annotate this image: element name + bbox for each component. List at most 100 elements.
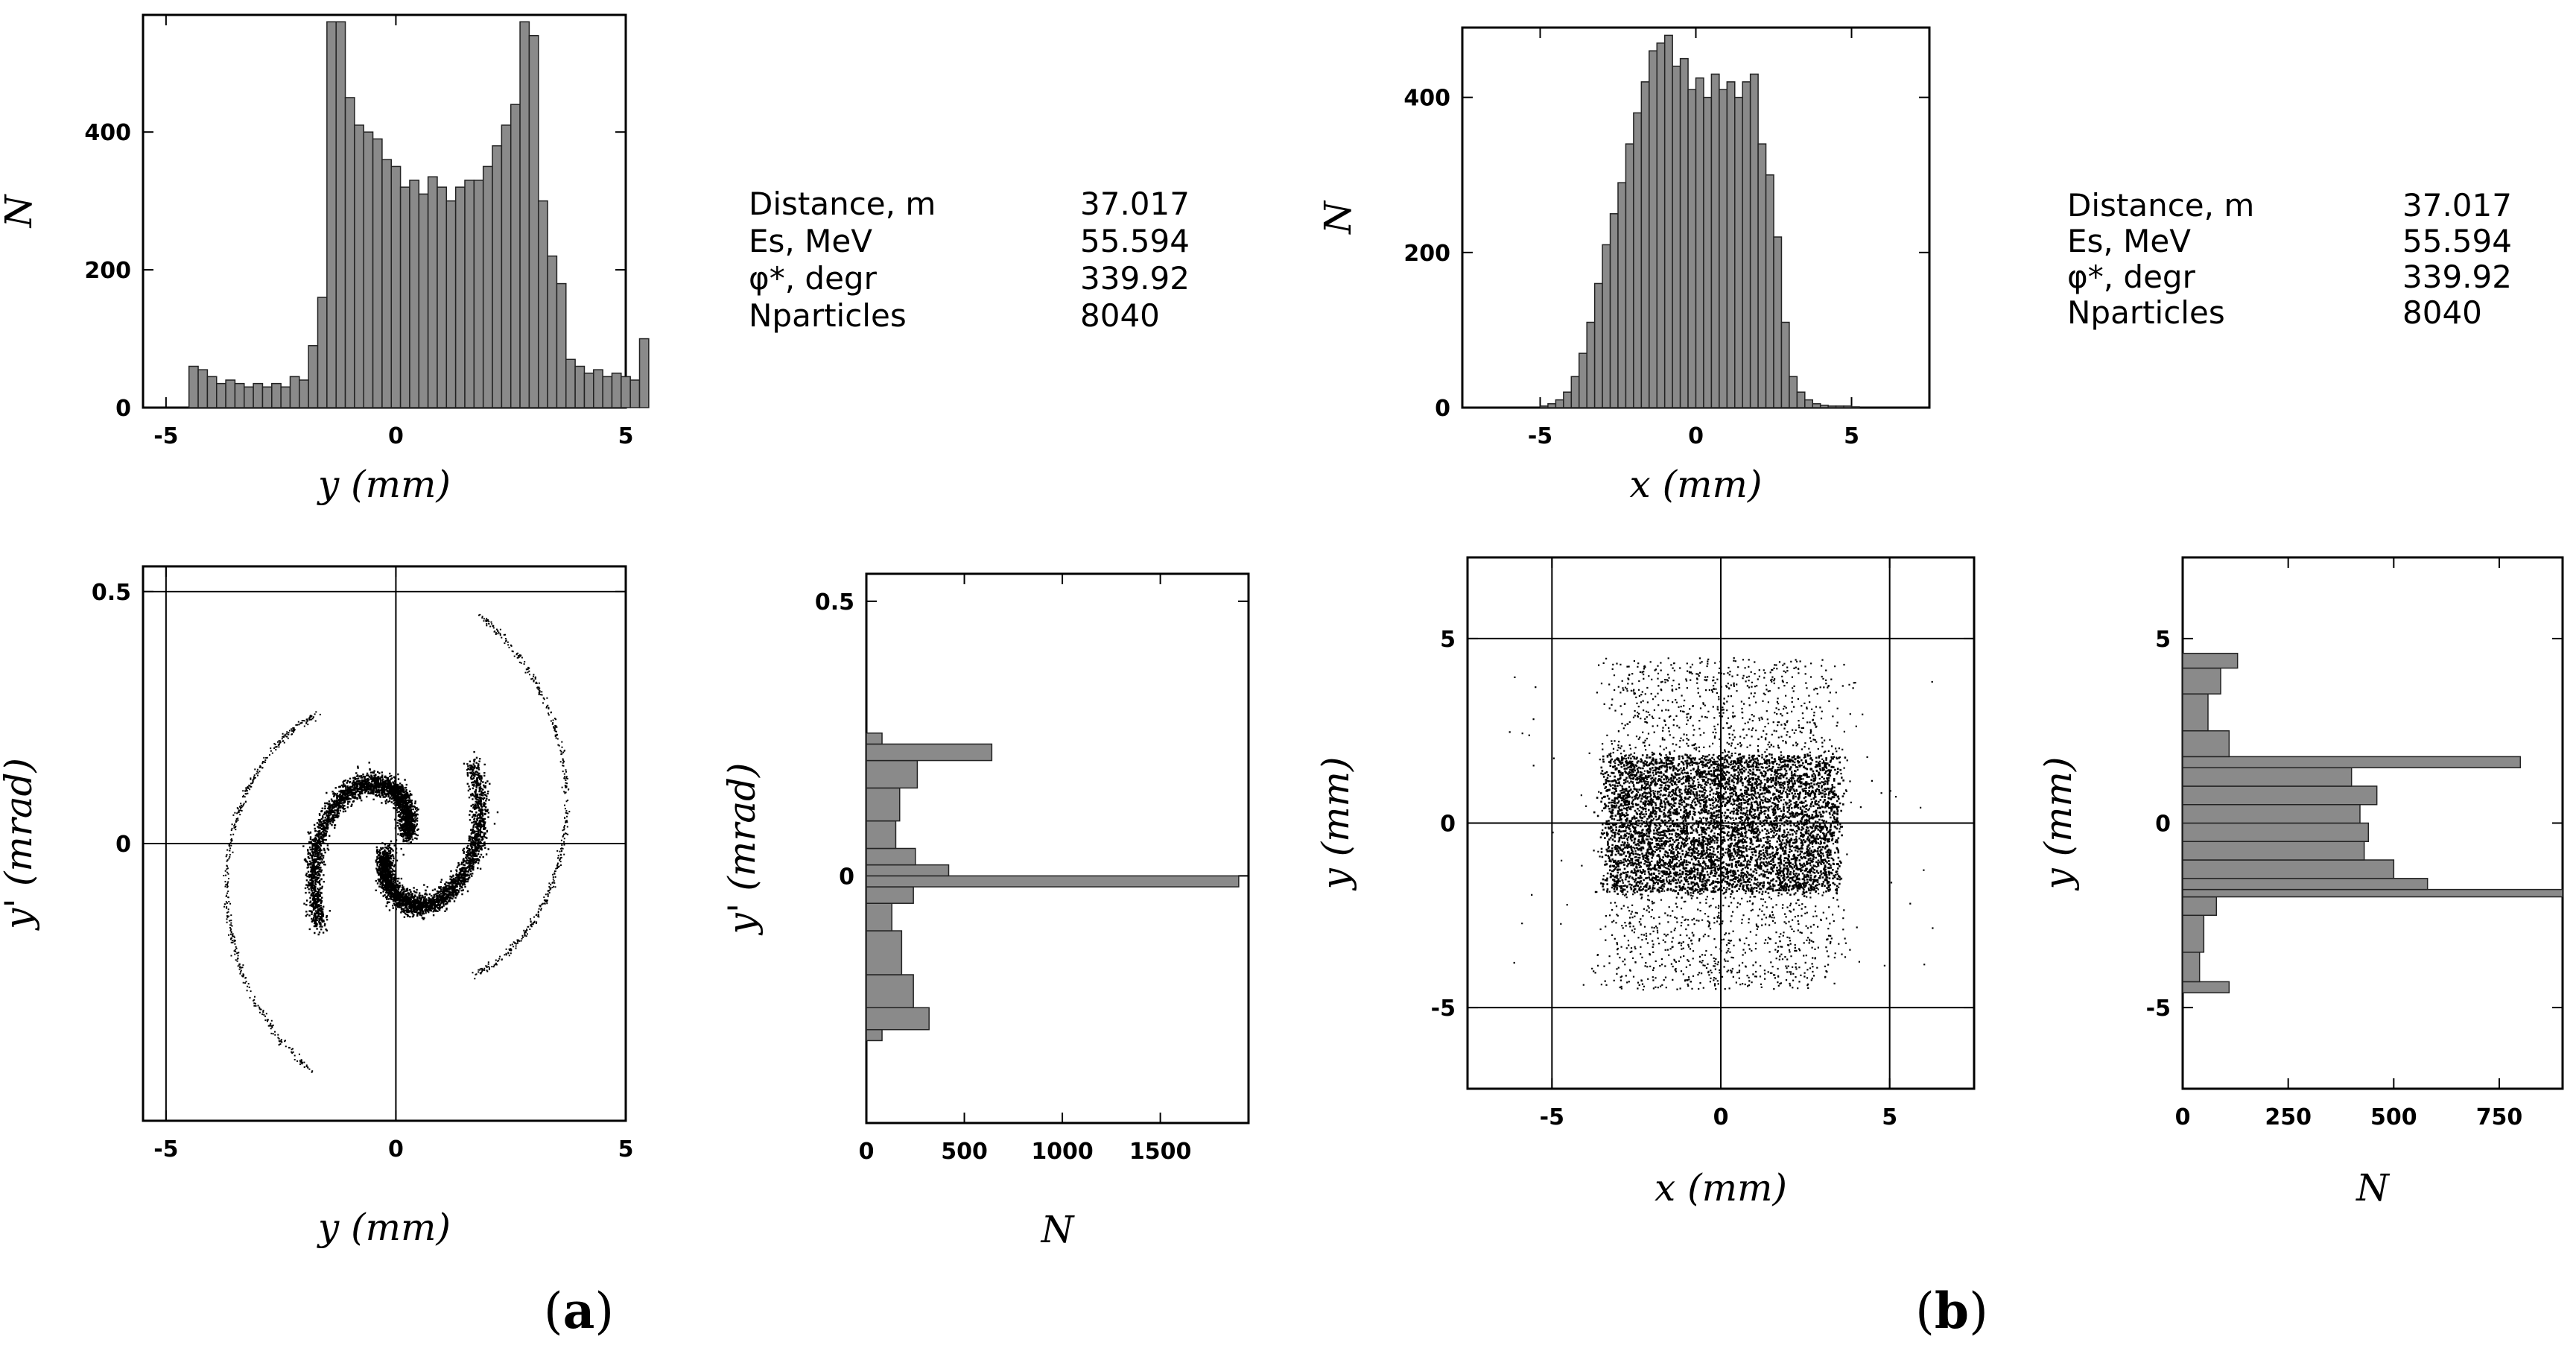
a_hist_y-bar-30 (464, 180, 475, 408)
b_scatter_xy-points (1509, 657, 1934, 991)
b_hist_x-bar-22 (1710, 73, 1720, 408)
a_hist_y-bar-36 (519, 21, 530, 408)
b_hist_x-bar-40 (1850, 406, 1860, 408)
a_hist_yprime-bar-9 (866, 820, 897, 850)
a_hist_y-ytick-label-2: 400 (84, 120, 131, 146)
b_scatter_xy-scatter-path (1509, 657, 1934, 991)
b_hist_x-xtick-label-1: 0 (1688, 423, 1704, 449)
a_hist_y-bar-6 (244, 386, 254, 408)
b_hist_x-bar-38 (1835, 405, 1844, 408)
a_hist_y-bar-0 (188, 365, 199, 408)
a_hist_y-bar-46 (611, 373, 622, 408)
a_hist_y-bar-11 (289, 376, 300, 408)
a_hist_y-bar-12 (299, 379, 309, 408)
b_scatter_xy-ylabel: y (mm) (1314, 757, 1357, 891)
b_hist_x-bar-9 (1609, 213, 1619, 408)
a_phase_y-xtick-label-2: 5 (618, 1136, 634, 1163)
b_hist_y-ytick-label-2: 5 (2155, 627, 2171, 653)
info-a-key-3: Nparticles (749, 297, 907, 334)
a_hist_y-bar-48 (629, 379, 641, 408)
info-a-value-2: 339.92 (1080, 260, 1190, 297)
b_hist_x-ytick-label-0: 0 (1435, 396, 1450, 422)
b_hist_x-bar-34 (1804, 399, 1814, 408)
b_hist_y-xtick-label-2: 500 (2370, 1104, 2417, 1130)
b_scatter_xy-ytick-label-0: -5 (1431, 996, 1456, 1022)
a_hist_y-bar-42 (574, 365, 586, 408)
a_hist_yprime-bar-4 (866, 902, 892, 931)
a_phase_y-xlabel: y (mm) (317, 1206, 451, 1249)
b_hist_x-xtick-label-2: 5 (1844, 423, 1859, 449)
b_scatter_xy-xtick-label-1: 0 (1713, 1104, 1729, 1130)
a_hist_yprime-xlabel: N (1041, 1208, 1076, 1251)
panel-label-a: (a) (544, 1282, 614, 1340)
a_hist_yprime-xtick-label-2: 1000 (1031, 1139, 1094, 1165)
a_hist_yprime-ylabel: y' (mrad) (720, 762, 764, 935)
a_hist_y-bar-32 (482, 165, 493, 408)
b_hist_y-xtick-label-0: 0 (2175, 1104, 2191, 1130)
info-b-key-3: Nparticles (2067, 294, 2225, 331)
b_hist_x-bar-28 (1757, 143, 1767, 408)
panel-label-b: (b) (1915, 1282, 1988, 1340)
a_hist_y-bar-7 (253, 382, 264, 408)
a_hist_y-bar-35 (510, 104, 521, 408)
a_hist_y-bar-39 (547, 255, 558, 408)
info-block-a: Distance, m 37.017 Es, MeV 55.594 φ*, de… (749, 186, 1190, 334)
b_hist_x-bar-5 (1579, 352, 1587, 408)
b_hist_x-bar-7 (1593, 282, 1603, 408)
a_hist_y-bar-13 (308, 345, 319, 408)
info-b-value-3: 8040 (2402, 294, 2482, 331)
b_hist_x-bar-30 (1773, 236, 1783, 408)
b_hist_x-bar-18 (1679, 57, 1689, 408)
a_hist_y-xtick-label-2: 5 (618, 423, 634, 449)
a_hist_y-bar-1 (197, 369, 209, 408)
b_hist_x-bar-27 (1749, 73, 1759, 408)
b_hist_x-bar-33 (1796, 391, 1806, 408)
a_hist_yprime-bar-1 (866, 1007, 930, 1031)
info-b-value-0: 37.017 (2402, 187, 2512, 224)
a_hist_y-bar-9 (271, 382, 282, 408)
a_hist_y-bar-17 (344, 97, 355, 408)
b_hist_x-bar-35 (1812, 403, 1821, 408)
a_hist_y-bar-26 (427, 176, 438, 408)
a_hist_y-xlabel: y (mm) (317, 463, 451, 506)
a_hist_y-bar-47 (621, 376, 631, 408)
a_hist_y-xtick-label-1: 0 (388, 423, 404, 449)
info-b-key-0: Distance, m (2067, 187, 2254, 224)
b_hist_x-bar-3 (1563, 391, 1573, 408)
a_hist_y-bar-43 (583, 373, 594, 408)
b_hist_x-bar-6 (1586, 321, 1596, 408)
b_hist_y-bar-7 (2182, 841, 2365, 861)
a_hist_y-bar-5 (234, 382, 245, 408)
b_hist_x-bar-26 (1742, 81, 1751, 408)
b_hist_y-bar-10 (2182, 785, 2378, 806)
a_hist_y-bar-37 (528, 34, 539, 408)
b_hist_y-bar-1 (2182, 952, 2201, 983)
b_hist_y-bar-4 (2182, 888, 2563, 898)
info-b-key-2: φ*, degr (2067, 259, 2196, 295)
b_hist_x-bar-36 (1819, 405, 1829, 408)
a_hist_yprime-bar-0 (866, 1028, 883, 1042)
a_hist_y-bar-24 (409, 180, 420, 408)
info-a-key-0: Distance, m (749, 186, 936, 222)
a_phase_y-xtick-label-0: -5 (153, 1136, 178, 1163)
b_hist_x-bar-1 (1547, 403, 1557, 408)
info-b-key-1: Es, MeV (2067, 223, 2191, 259)
a_hist_yprime-bar-10 (866, 787, 901, 822)
a_hist_y-bar-33 (492, 145, 503, 408)
a_hist_y-bar-31 (473, 180, 484, 408)
a_hist_y-bar-22 (390, 165, 402, 408)
b_hist_x-bar-19 (1687, 89, 1697, 408)
b_hist_x-bar-2 (1555, 399, 1564, 408)
info-a-value-3: 8040 (1080, 297, 1160, 334)
b_hist_y-bar-13 (2182, 730, 2230, 758)
b_hist_x-xlabel: x (mm) (1630, 463, 1763, 506)
info-a-value-1: 55.594 (1080, 223, 1190, 259)
b_hist_x-bar-20 (1695, 77, 1704, 408)
b_hist_y-xtick-label-3: 750 (2476, 1104, 2523, 1130)
b_hist_y-ytick-label-0: -5 (2146, 996, 2171, 1022)
a_hist_y-bar-38 (537, 200, 548, 408)
a_phase_y-ytick-label-1: 0.5 (92, 580, 131, 606)
a_hist_y-bar-45 (602, 376, 613, 408)
a_hist_y-bar-4 (225, 379, 236, 408)
